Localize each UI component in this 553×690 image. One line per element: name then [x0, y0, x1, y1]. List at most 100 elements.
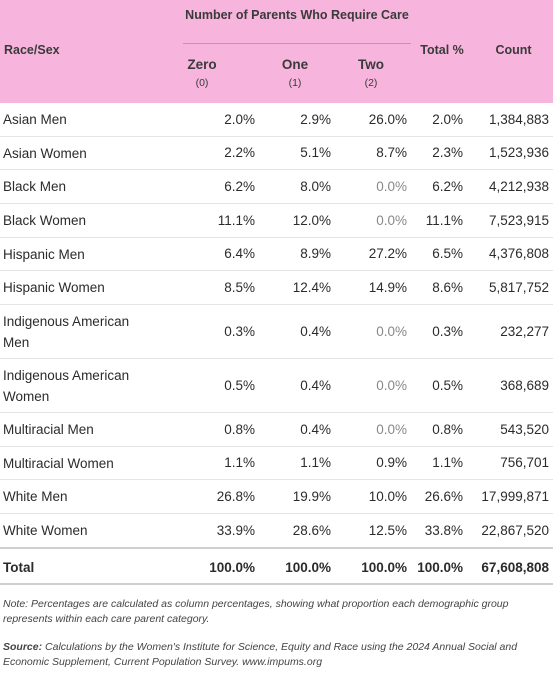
- table-row: Hispanic Men 6.4% 8.9% 27.2% 6.5% 4,376,808: [0, 238, 553, 271]
- two-pct: 0.0%: [376, 323, 407, 339]
- zero-pct: 2.2%: [224, 145, 255, 160]
- two-pct: 27.2%: [368, 246, 407, 261]
- zero-pct: 1.1%: [224, 455, 255, 470]
- source-text: Calculations by the Women's Institute fo…: [3, 641, 518, 668]
- zero-pct: 6.2%: [224, 178, 255, 194]
- group-header: Number of Parents Who Require Care: [185, 8, 409, 22]
- total-pct: 0.3%: [432, 323, 463, 339]
- row-label: Asian Men: [3, 112, 67, 127]
- table-row: Black Men 6.2% 8.0% 0.0% 6.2% 4,212,938: [0, 170, 553, 204]
- two-pct: 26.0%: [368, 111, 407, 127]
- row-label: Multiracial Men: [3, 422, 94, 437]
- zero-pct: 6.4%: [224, 246, 255, 261]
- table-source: Source: Calculations by the Women's Inst…: [3, 640, 551, 670]
- one-header-name: One: [281, 57, 309, 72]
- two-pct: 0.9%: [376, 455, 407, 470]
- count-value: 4,376,808: [488, 246, 549, 261]
- zero-pct: 33.9%: [216, 522, 255, 538]
- two-header: Two (2): [341, 57, 401, 90]
- zero-header-name: Zero: [187, 57, 217, 72]
- count-value: 543,520: [500, 421, 549, 437]
- total-pct: 2.3%: [432, 145, 463, 160]
- total-pct-header: Total %: [420, 43, 464, 57]
- total-row-label: Total: [3, 560, 35, 575]
- zero-pct: 0.5%: [224, 377, 255, 393]
- count-value: 1,384,883: [488, 111, 549, 127]
- total-pct: 6.2%: [432, 178, 463, 194]
- row-label: Indigenous American Men: [3, 311, 129, 353]
- total-count: 67,608,808: [481, 560, 549, 575]
- row-label: Hispanic Women: [3, 280, 105, 295]
- total-pct: 11.1%: [425, 212, 463, 228]
- table-header: Number of Parents Who Require Care Race/…: [0, 0, 553, 103]
- one-pct: 0.4%: [300, 377, 331, 393]
- row-label: Indigenous American Women: [3, 365, 129, 407]
- table-row: Asian Men 2.0% 2.9% 26.0% 2.0% 1,384,883: [0, 103, 553, 137]
- one-pct: 2.9%: [300, 111, 331, 127]
- total-pct: 2.0%: [432, 111, 463, 127]
- zero-pct: 26.8%: [216, 488, 255, 504]
- zero-pct: 0.3%: [224, 323, 255, 339]
- two-pct: 0.0%: [376, 212, 407, 228]
- count-value: 4,212,938: [488, 178, 549, 194]
- table-row: Hispanic Women 8.5% 12.4% 14.9% 8.6% 5,817,75…: [0, 271, 553, 305]
- one-pct: 19.9%: [292, 488, 331, 504]
- row-label: White Men: [3, 489, 68, 504]
- one-pct: 1.1%: [300, 455, 331, 470]
- zero-pct: 0.8%: [224, 421, 255, 437]
- two-pct: 8.7%: [376, 145, 407, 160]
- total-one: 100.0%: [285, 560, 331, 575]
- count-value: 368,689: [500, 377, 549, 393]
- count-value: 1,523,936: [488, 145, 549, 160]
- total-total-pct: 100.0%: [417, 560, 463, 575]
- one-pct: 0.4%: [300, 421, 331, 437]
- one-pct: 5.1%: [300, 145, 331, 160]
- one-pct: 0.4%: [300, 323, 331, 339]
- two-pct: 10.0%: [368, 488, 407, 504]
- row-label-line-2: Men: [3, 335, 30, 350]
- row-label: Asian Women: [3, 145, 87, 161]
- two-pct: 14.9%: [368, 279, 407, 295]
- zero-pct: 8.5%: [224, 279, 255, 295]
- row-label-line-1: Indigenous American: [3, 368, 130, 383]
- total-pct: 1.1%: [432, 455, 463, 470]
- row-label: Black Men: [3, 179, 67, 194]
- table-note: Note: Percentages are calculated as colu…: [3, 598, 509, 625]
- two-header-name: Two: [358, 57, 384, 72]
- source-label: Source:: [3, 641, 43, 653]
- table-row: Indigenous American Men 0.3% 0.4% 0.0% 0.3% 23…: [0, 305, 553, 359]
- count-value: 756,701: [500, 455, 549, 470]
- table-row: Indigenous American Women 0.5% 0.4% 0.0% 0.5%…: [0, 359, 553, 413]
- table-row: Black Women 11.1% 12.0% 0.0% 11.1% 7,523,915: [0, 204, 553, 238]
- total-pct: 26.6%: [424, 488, 463, 504]
- table-row: White Men 26.8% 19.9% 10.0% 26.6% 17,999,871: [0, 480, 553, 514]
- zero-pct: 2.0%: [224, 111, 255, 127]
- count-value: 232,277: [500, 323, 549, 339]
- table-row: White Women 33.9% 28.6% 12.5% 33.8% 22,867,52…: [0, 514, 553, 548]
- total-pct: 8.6%: [432, 279, 463, 295]
- row-label: Hispanic Men: [3, 246, 85, 262]
- row-label: White Women: [3, 523, 88, 538]
- table-row: Multiracial Women 1.1% 1.1% 0.9% 1.1% 756,701: [0, 447, 553, 480]
- total-two: 100.0%: [361, 560, 407, 575]
- zero-header: Zero (0): [172, 57, 232, 90]
- total-pct: 33.8%: [424, 522, 463, 538]
- row-label-line-2: Women: [3, 389, 50, 404]
- one-pct: 28.6%: [292, 522, 331, 538]
- zero-pct: 11.1%: [217, 212, 255, 228]
- table-row: Asian Women 2.2% 5.1% 8.7% 2.3% 1,523,936: [0, 137, 553, 170]
- count-value: 22,867,520: [481, 522, 549, 538]
- count-value: 5,817,752: [488, 279, 549, 295]
- row-label: Black Women: [3, 213, 87, 228]
- two-pct: 0.0%: [376, 377, 407, 393]
- one-pct: 8.9%: [300, 246, 331, 261]
- count-value: 7,523,915: [488, 212, 549, 228]
- race-sex-header: Race/Sex: [4, 43, 60, 57]
- total-pct: 0.8%: [432, 421, 463, 437]
- one-pct: 12.0%: [292, 212, 331, 228]
- two-pct: 0.0%: [376, 421, 407, 437]
- zero-header-code: (0): [195, 77, 209, 89]
- two-pct: 0.0%: [376, 178, 407, 194]
- row-label: Multiracial Women: [3, 455, 114, 471]
